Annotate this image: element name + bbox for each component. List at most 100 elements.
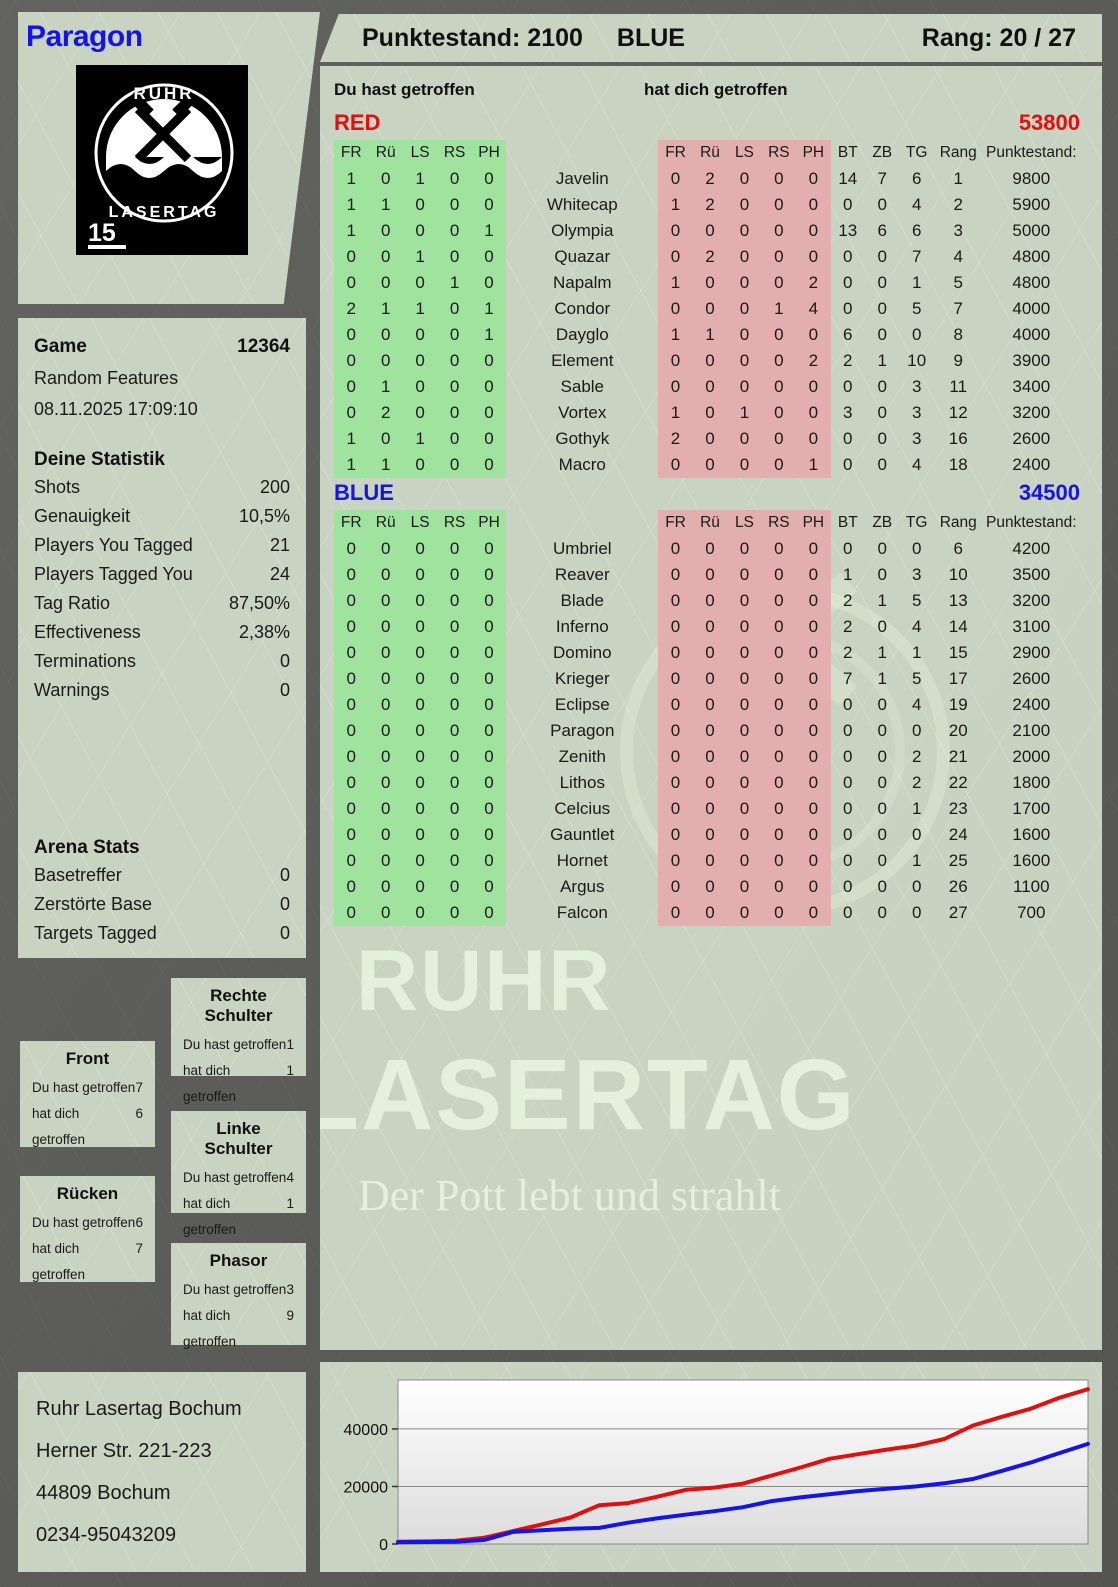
bp-hit-you-value: 7 [135, 1241, 143, 1256]
cell-you-fr: 0 [334, 536, 369, 562]
col-header-you-ph: PH [471, 140, 507, 166]
table-row[interactable]: 0 0 0 0 0 Zenith 0 0 0 0 0 0 0 2 21 2000 [334, 744, 1080, 770]
arena-stats-list: Basetreffer 0 Zerstörte Base 0 Targets Tagge… [34, 861, 290, 948]
cell-them-rü: 0 [692, 348, 728, 374]
col-header-them-rs: RS [761, 510, 797, 536]
cell-them-ls: 0 [727, 588, 762, 614]
arena-stat-value: 0 [279, 923, 290, 943]
cell-you-rü: 0 [368, 218, 403, 244]
team-header-red: RED 53800 [334, 110, 1080, 140]
cell-you-ph: 0 [471, 796, 507, 822]
table-row[interactable]: 1 0 1 0 0 Gothyk 2 0 0 0 0 0 0 3 16 2600 [334, 426, 1080, 452]
cell-you-fr: 0 [334, 588, 369, 614]
cell-points: 2600 [1012, 669, 1051, 688]
table-row[interactable]: 0 0 0 0 0 Gauntlet 0 0 0 0 0 0 0 0 24 1600 [334, 822, 1080, 848]
cell-you-fr: 1 [334, 452, 369, 478]
cell-zb: 1 [877, 643, 887, 662]
col-header-them-ph: PH [796, 140, 831, 166]
cell-them-ls: 0 [727, 536, 762, 562]
table-row[interactable]: 0 0 0 0 0 Element 0 0 0 0 2 2 1 10 9 3900 [334, 348, 1080, 374]
table-row[interactable]: 0 1 0 0 0 Sable 0 0 0 0 0 0 0 3 11 3400 [334, 374, 1080, 400]
cell-points: 4200 [1012, 539, 1051, 558]
table-row[interactable]: 0 0 0 0 0 Domino 0 0 0 0 0 2 1 1 15 2900 [334, 640, 1080, 666]
table-row[interactable]: 0 0 0 0 0 Reaver 0 0 0 0 0 1 0 3 10 3500 [334, 562, 1080, 588]
cell-you-fr: 0 [334, 822, 369, 848]
cell-zb: 0 [877, 299, 887, 318]
cell-rang: 3 [953, 221, 963, 240]
table-row[interactable]: 0 0 1 0 0 Quazar 0 2 0 0 0 0 0 7 4 4800 [334, 244, 1080, 270]
cell-them-fr: 0 [658, 562, 693, 588]
table-row[interactable]: 0 0 0 0 0 Argus 0 0 0 0 0 0 0 0 26 1100 [334, 874, 1080, 900]
cell-you-ls: 0 [402, 348, 438, 374]
stat-value: 0 [279, 680, 290, 700]
table-row[interactable]: 0 0 0 0 0 Hornet 0 0 0 0 0 0 0 1 25 1600 [334, 848, 1080, 874]
cell-them-rü: 1 [692, 322, 728, 348]
cell-points: 2900 [1012, 643, 1051, 662]
bp-hit-you-label: hat dich getroffen [183, 1196, 237, 1237]
cell-player-name: Domino [552, 643, 612, 662]
cell-you-ls: 1 [402, 426, 438, 452]
table-row[interactable]: 0 0 0 0 0 Eclipse 0 0 0 0 0 0 0 4 19 2400 [334, 692, 1080, 718]
game-id: 12364 [237, 336, 290, 357]
cell-them-fr: 1 [658, 270, 693, 296]
cell-tg: 1 [911, 643, 922, 662]
cell-tg: 1 [911, 273, 922, 292]
table-row[interactable]: 0 0 0 0 0 Umbriel 0 0 0 0 0 0 0 0 6 4200 [334, 536, 1080, 562]
game-datetime: 08.11.2025 17:09:10 [34, 399, 198, 419]
table-row[interactable]: 1 1 0 0 0 Whitecap 1 2 0 0 0 0 0 4 2 5900 [334, 192, 1080, 218]
stat-row: Players You Tagged 21 [34, 531, 290, 560]
stat-value: 200 [259, 477, 290, 497]
cell-you-ph: 0 [471, 718, 507, 744]
table-row[interactable]: 0 0 0 0 0 Krieger 0 0 0 0 0 7 1 5 17 2600 [334, 666, 1080, 692]
table-row[interactable]: 0 0 0 0 0 Celcius 0 0 0 0 0 0 0 1 23 1700 [334, 796, 1080, 822]
cell-zb: 0 [877, 195, 887, 214]
cell-bt: 0 [843, 195, 853, 214]
stat-value: 10,5% [238, 506, 290, 526]
team-total-score: 34500 [1018, 480, 1080, 505]
cell-them-ph: 0 [796, 244, 831, 270]
caption-you-hit: Du hast getroffen [334, 80, 475, 99]
table-row[interactable]: 0 0 0 0 1 Dayglo 1 1 0 0 0 6 0 0 8 4000 [334, 322, 1080, 348]
cell-points: 1700 [1012, 799, 1051, 818]
cell-you-rü: 1 [368, 192, 403, 218]
game-mode: Random Features [34, 368, 179, 388]
table-row[interactable]: 0 2 0 0 0 Vortex 1 0 1 0 0 3 0 3 12 3200 [334, 400, 1080, 426]
cell-them-fr: 0 [658, 848, 693, 874]
score-value: Punktestand: 2100 [362, 23, 583, 52]
cell-them-rü: 0 [692, 588, 728, 614]
table-row[interactable]: 2 1 1 0 1 Condor 0 0 0 1 4 0 0 5 7 4000 [334, 296, 1080, 322]
cell-you-rü: 0 [368, 348, 403, 374]
table-row[interactable]: 1 1 0 0 0 Macro 0 0 0 0 1 0 0 4 18 2400 [334, 452, 1080, 478]
cell-you-ls: 1 [402, 244, 438, 270]
stat-label: Shots [34, 477, 81, 497]
table-row[interactable]: 0 0 0 0 0 Inferno 0 0 0 0 0 2 0 4 14 3100 [334, 614, 1080, 640]
cell-tg: 3 [911, 565, 922, 584]
bp-title: Rücken [56, 1184, 119, 1203]
table-row[interactable]: 0 0 0 0 0 Falcon 0 0 0 0 0 0 0 0 27 700 [334, 900, 1080, 926]
table-row[interactable]: 0 0 0 0 0 Blade 0 0 0 0 0 2 1 5 13 3200 [334, 588, 1080, 614]
cell-bt: 0 [843, 247, 853, 266]
cell-you-rs: 0 [437, 874, 472, 900]
table-row[interactable]: 0 0 0 1 0 Napalm 1 0 0 0 2 0 0 1 5 4800 [334, 270, 1080, 296]
cell-them-fr: 1 [658, 192, 693, 218]
address-line-1: Ruhr Lasertag Bochum [36, 1398, 242, 1420]
cell-bt: 0 [843, 799, 853, 818]
table-row[interactable]: 0 0 0 0 0 Paragon 0 0 0 0 0 0 0 0 20 2100 [334, 718, 1080, 744]
cell-them-ls: 1 [727, 400, 762, 426]
cell-you-ph: 0 [471, 400, 507, 426]
cell-them-rü: 0 [692, 666, 728, 692]
table-row[interactable]: 1 0 1 0 0 Javelin 0 2 0 0 0 14 7 6 1 9800 [334, 166, 1080, 192]
stat-row: Players Tagged You 24 [34, 560, 290, 589]
cell-them-ls: 0 [727, 426, 762, 452]
table-row[interactable]: 1 0 0 0 1 Olympia 0 0 0 0 0 13 6 6 3 5000 [334, 218, 1080, 244]
table-row[interactable]: 0 0 0 0 0 Lithos 0 0 0 0 0 0 0 2 22 1800 [334, 770, 1080, 796]
cell-you-ph: 0 [471, 426, 507, 452]
bp-you-hit-value: 7 [135, 1080, 143, 1095]
cell-you-rs: 0 [437, 296, 472, 322]
cell-points: 9800 [1012, 169, 1051, 188]
cell-points: 4800 [1012, 273, 1051, 292]
cell-them-rs: 0 [761, 692, 797, 718]
cell-them-fr: 0 [658, 796, 693, 822]
col-header-tg: TG [905, 514, 928, 531]
cell-tg: 4 [911, 617, 922, 636]
